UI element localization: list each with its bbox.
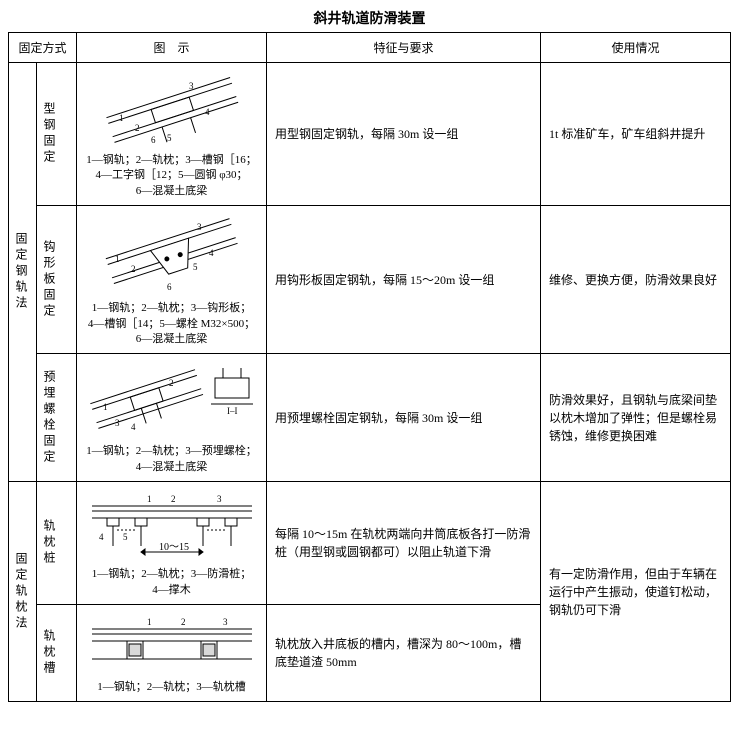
svg-text:5: 5: [193, 262, 198, 272]
usage-1-1: 1t 标准矿车，矿车组斜井提升: [541, 63, 731, 206]
svg-text:5: 5: [167, 133, 172, 143]
feature-1-2: 用钩形板固定钢轨，每隔 15～20m 设一组: [267, 206, 541, 354]
diagram-cell-1-3: I–I 1 2 3 4 1—钢轨；2—轨枕；3—预埋螺栓；4—混凝土底梁: [77, 354, 267, 482]
svg-text:6: 6: [151, 135, 156, 145]
svg-text:1: 1: [119, 113, 124, 123]
svg-text:6: 6: [167, 282, 172, 292]
sublabel-1-3: 预埋螺栓固定: [37, 354, 77, 482]
diagram-1-2-icon: 1 2 3 4 5 6: [97, 212, 247, 297]
feature-2-1: 每隔 10～15m 在轨枕两端向井筒底板各打一防滑桩（用型钢或圆钢都可）以阻止轨…: [267, 482, 541, 605]
sublabel-2-2-text: 轨枕槽: [43, 629, 55, 677]
sublabel-1-1-text: 型钢固定: [43, 102, 55, 166]
usage-1-3: 防滑效果好，且钢轨与底梁间垫以枕木增加了弹性；但是螺栓易锈蚀，维修更换困难: [541, 354, 731, 482]
group-label-1: 固定钢轨法: [9, 63, 37, 482]
svg-text:3: 3: [189, 81, 194, 91]
usage-1-2: 维修、更换方便，防滑效果良好: [541, 206, 731, 354]
svg-text:4: 4: [205, 107, 210, 117]
svg-text:1: 1: [147, 617, 152, 627]
group-label-2-text: 固定轨枕法: [15, 552, 27, 632]
svg-text:3: 3: [223, 617, 228, 627]
caption-2-1: 1—钢轨；2—轨枕；3—防滑桩；4—撑木: [81, 567, 262, 598]
svg-text:4: 4: [209, 248, 214, 258]
svg-text:2: 2: [135, 123, 140, 133]
svg-text:2: 2: [131, 264, 136, 274]
header-feature: 特征与要求: [267, 33, 541, 63]
header-diagram: 图 示: [77, 33, 267, 63]
header-usage: 使用情况: [541, 33, 731, 63]
diagram-cell-1-2: 1 2 3 4 5 6 1—钢轨；2—轨枕；3—钩形板；4—槽钢［14；5—螺栓…: [77, 206, 267, 354]
sublabel-1-2-text: 钩形板固定: [43, 240, 55, 320]
caption-1-2: 1—钢轨；2—轨枕；3—钩形板；4—槽钢［14；5—螺栓 M32×500；6—混…: [81, 301, 262, 347]
svg-text:2: 2: [171, 494, 176, 504]
diagram-1-3-icon: I–I 1 2 3 4: [87, 360, 257, 440]
sublabel-2-2: 轨枕槽: [37, 604, 77, 701]
svg-text:I–I: I–I: [227, 406, 238, 416]
svg-text:3: 3: [115, 418, 120, 428]
svg-text:1: 1: [147, 494, 152, 504]
svg-text:2: 2: [181, 617, 186, 627]
feature-2-2: 轨枕放入井底板的槽内，槽深为 80～100m，槽底垫道渣 50mm: [267, 604, 541, 701]
sublabel-2-1: 轨枕桩: [37, 482, 77, 605]
sublabel-2-1-text: 轨枕桩: [43, 519, 55, 567]
caption-1-3: 1—钢轨；2—轨枕；3—预埋螺栓；4—混凝土底梁: [81, 444, 262, 475]
svg-text:1: 1: [103, 402, 108, 412]
diagram-cell-2-2: 1 2 3 1—钢轨；2—轨枕；3—轨枕槽: [77, 604, 267, 701]
feature-1-1: 用型钢固定钢轨，每隔 30m 设一组: [267, 63, 541, 206]
diagram-2-1-icon: 10～15 1 2 3 4 5: [87, 488, 257, 563]
svg-text:2: 2: [169, 378, 174, 388]
feature-1-3: 用预埋螺栓固定钢轨，每隔 30m 设一组: [267, 354, 541, 482]
group-label-2: 固定轨枕法: [9, 482, 37, 702]
diagram-cell-1-1: 1 2 3 4 5 6 1—钢轨；2—轨枕；3—槽钢［16；4—工字钢［12；5…: [77, 63, 267, 206]
svg-text:4: 4: [99, 532, 104, 542]
sublabel-1-1: 型钢固定: [37, 63, 77, 206]
diagram-cell-2-1: 10～15 1 2 3 4 5 1—钢轨；2—轨枕；3—防滑桩；4—撑木: [77, 482, 267, 605]
sublabel-1-3-text: 预埋螺栓固定: [43, 370, 55, 466]
diagram-1-1-icon: 1 2 3 4 5 6: [97, 69, 247, 149]
svg-text:1: 1: [115, 254, 120, 264]
header-fixmethod: 固定方式: [9, 33, 77, 63]
svg-text:3: 3: [197, 222, 202, 232]
usage-group-2: 有一定防滑作用，但由于车辆在运行中产生振动，使道钉松动，钢轨仍可下滑: [541, 482, 731, 702]
page-title: 斜井轨道防滑装置: [8, 8, 731, 28]
group-label-1-text: 固定钢轨法: [15, 232, 27, 312]
svg-text:10～15: 10～15: [159, 542, 189, 553]
diagram-2-2-icon: 1 2 3: [87, 611, 257, 676]
caption-1-1: 1—钢轨；2—轨枕；3—槽钢［16；4—工字钢［12；5—圆钢 φ30；6—混凝…: [81, 153, 262, 199]
svg-text:5: 5: [123, 532, 128, 542]
caption-2-2: 1—钢轨；2—轨枕；3—轨枕槽: [81, 680, 262, 695]
svg-text:3: 3: [217, 494, 222, 504]
svg-text:4: 4: [131, 422, 136, 432]
sublabel-1-2: 钩形板固定: [37, 206, 77, 354]
antislip-table: 固定方式 图 示 特征与要求 使用情况 固定钢轨法 型钢固定: [8, 32, 731, 702]
